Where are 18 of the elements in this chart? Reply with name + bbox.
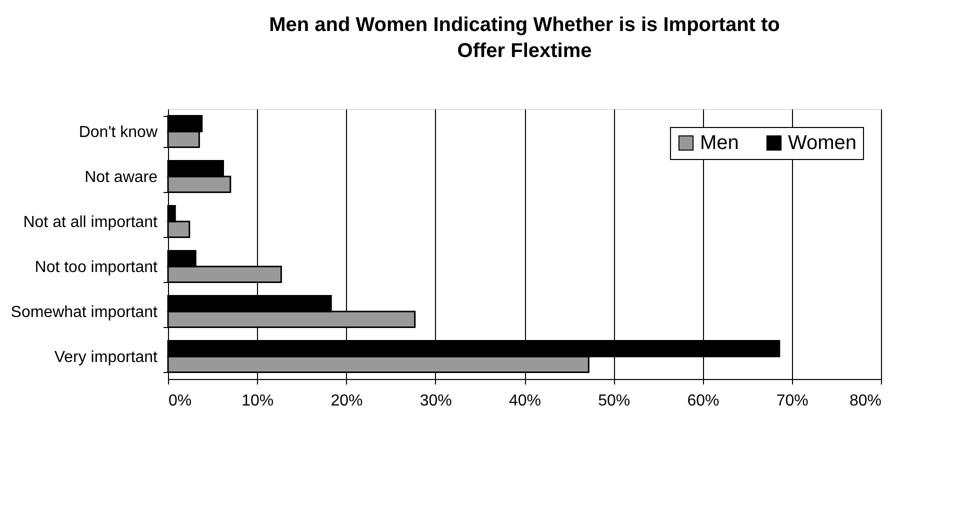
chart-title: Men and Women Indicating Whether is is Important to Offer Flextime [269,14,780,62]
y-tick-label: Not aware [84,169,158,186]
y-tick-label: Very important [54,349,158,366]
y-tick-label: Don't know [78,124,158,141]
legend-label: Women [788,132,857,154]
x-tick-label: 10% [242,392,274,410]
x-tick-label: 50% [598,392,630,410]
x-tick-label: 30% [420,392,452,410]
x-tick-label: 40% [508,392,542,410]
x-tick-label: 70% [776,392,808,410]
x-tick-label: 80% [849,392,882,410]
x-tick-label: 60% [687,392,720,410]
y-tick-label: Not too important [34,259,158,276]
legend-label: Men [700,132,739,154]
y-tick-label: Not at all important [23,214,158,231]
y-tick-label: Somewhat important [10,304,158,321]
x-tick-label: 20% [330,392,363,410]
x-tick-label: 0% [168,392,192,410]
